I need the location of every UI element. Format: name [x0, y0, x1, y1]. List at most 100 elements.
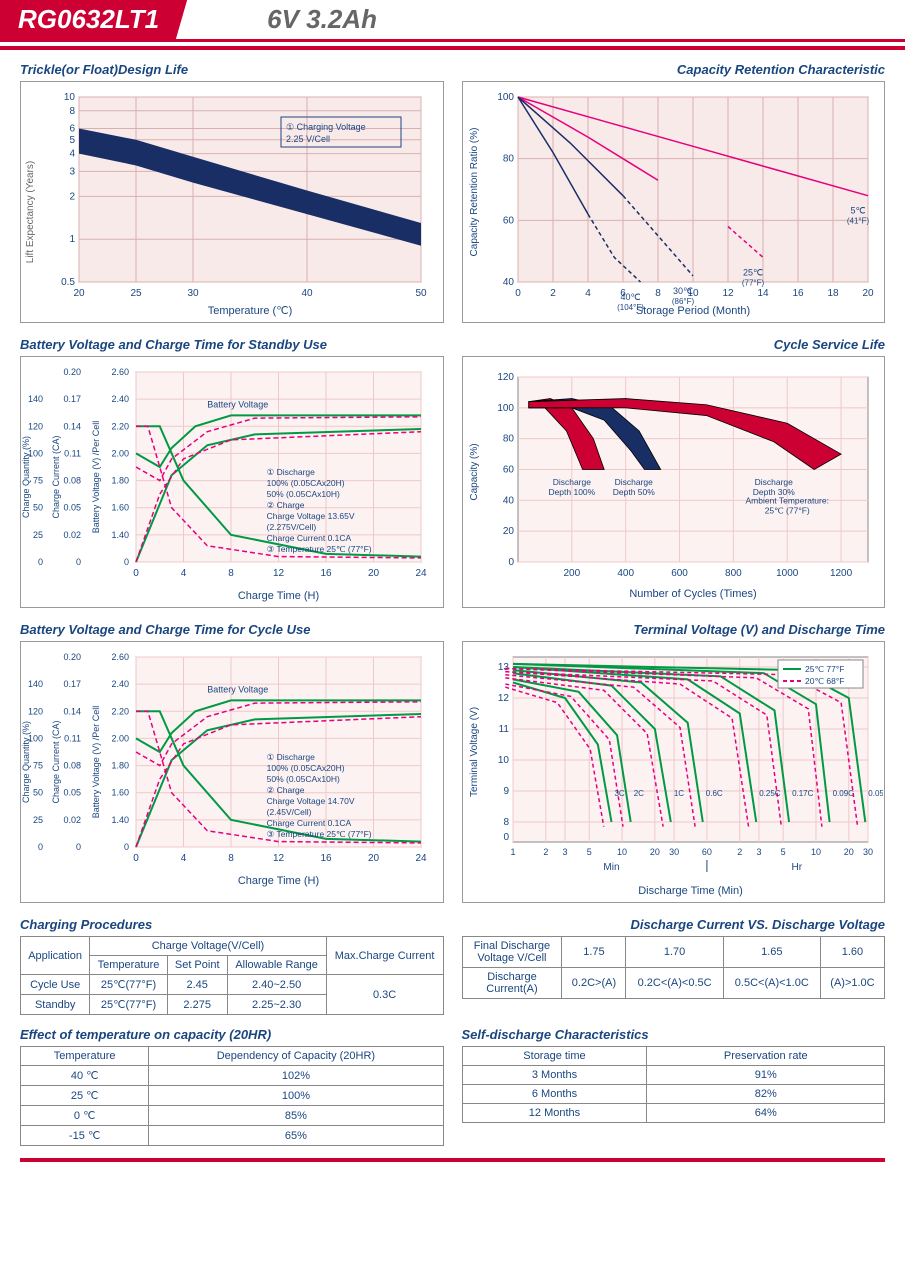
svg-text:50: 50	[415, 288, 427, 299]
svg-text:20: 20	[368, 853, 380, 864]
svg-text:2.60: 2.60	[111, 367, 129, 377]
svg-text:0.02: 0.02	[63, 815, 81, 825]
svg-text:1: 1	[69, 234, 75, 245]
svg-text:4: 4	[181, 568, 187, 579]
svg-text:0.09C: 0.09C	[832, 789, 854, 798]
svg-text:1.80: 1.80	[111, 761, 129, 771]
svg-text:20: 20	[843, 847, 853, 857]
cell: 0.2C>(A)	[562, 968, 626, 999]
svg-text:24: 24	[415, 853, 427, 864]
svg-text:9: 9	[503, 786, 509, 797]
svg-text:2: 2	[737, 847, 742, 857]
svg-text:0: 0	[76, 557, 81, 567]
svg-text:600: 600	[671, 568, 688, 579]
svg-text:30℃: 30℃	[672, 286, 692, 296]
tempcap-title: Effect of temperature on capacity (20HR)	[20, 1027, 444, 1042]
cell: -15 ℃	[21, 1126, 149, 1146]
svg-text:1.40: 1.40	[111, 815, 129, 825]
svg-text:5: 5	[586, 847, 591, 857]
svg-text:40℃: 40℃	[620, 292, 640, 302]
svg-text:25℃ 77°F: 25℃ 77°F	[805, 664, 844, 674]
svg-text:Battery Voltage: Battery Voltage	[207, 399, 268, 409]
svg-text:100% (0.05CAx20H): 100% (0.05CAx20H)	[267, 763, 345, 773]
svg-text:② Charge: ② Charge	[267, 785, 305, 795]
cell: 40 ℃	[21, 1066, 149, 1086]
cell: 0.2C<(A)<0.5C	[626, 968, 723, 999]
svg-text:40: 40	[301, 288, 313, 299]
svg-text:Discharge: Discharge	[754, 477, 793, 487]
cell: 65%	[149, 1126, 443, 1146]
cell: 3 Months	[462, 1066, 647, 1085]
svg-text:10: 10	[497, 755, 509, 766]
svg-text:0.02: 0.02	[63, 530, 81, 540]
svg-text:1.60: 1.60	[111, 503, 129, 513]
svg-text:3: 3	[756, 847, 761, 857]
trickle-chart: 0.51234568102025304050Lift Expectancy (Y…	[20, 81, 444, 323]
svg-text:0.17: 0.17	[63, 394, 81, 404]
svg-text:Temperature (℃): Temperature (℃)	[208, 305, 293, 317]
cell: 2.40~2.50	[227, 975, 326, 995]
svg-text:5: 5	[69, 135, 75, 146]
svg-text:2: 2	[543, 847, 548, 857]
svg-text:140: 140	[28, 679, 43, 689]
svg-text:1.60: 1.60	[111, 788, 129, 798]
svg-text:0: 0	[508, 557, 514, 568]
cell: 91%	[647, 1066, 885, 1085]
svg-text:0.6C: 0.6C	[705, 789, 722, 798]
svg-text:40: 40	[502, 277, 514, 288]
selfdis-title: Self-discharge Characteristics	[462, 1027, 886, 1042]
svg-text:2.00: 2.00	[111, 448, 129, 458]
terminal-title: Terminal Voltage (V) and Discharge Time	[462, 622, 886, 637]
svg-text:20: 20	[73, 288, 85, 299]
svg-text:50: 50	[33, 503, 43, 513]
svg-text:0.08: 0.08	[63, 761, 81, 771]
svg-text:4: 4	[585, 288, 591, 299]
svg-text:8: 8	[228, 568, 234, 579]
svg-text:50% (0.05CAx10H): 50% (0.05CAx10H)	[267, 489, 340, 499]
svg-text:2.60: 2.60	[111, 652, 129, 662]
svg-text:0.14: 0.14	[63, 706, 81, 716]
svg-text:0: 0	[133, 853, 139, 864]
cell: 82%	[647, 1085, 885, 1104]
charging-table: Application Charge Voltage(V/Cell) Max.C…	[20, 936, 444, 1015]
svg-text:12: 12	[273, 853, 285, 864]
svg-text:Charge Current (CA): Charge Current (CA)	[51, 435, 61, 518]
cell: 1.60	[820, 937, 884, 968]
svg-text:Discharge: Discharge	[614, 477, 653, 487]
svg-text:3: 3	[69, 166, 75, 177]
svg-text:Discharge: Discharge	[552, 477, 591, 487]
svg-text:100: 100	[497, 403, 514, 414]
svg-text:20: 20	[502, 526, 514, 537]
svg-text:14: 14	[757, 288, 769, 299]
svg-text:60: 60	[502, 465, 514, 476]
svg-text:2C: 2C	[633, 789, 643, 798]
cell: 1.75	[562, 937, 626, 968]
svg-text:25: 25	[130, 288, 142, 299]
th-set: Set Point	[167, 956, 227, 975]
cell: 100%	[149, 1086, 443, 1106]
svg-text:30: 30	[862, 847, 872, 857]
svg-text:100: 100	[497, 92, 514, 103]
svg-text:1000: 1000	[776, 568, 799, 579]
svg-text:1: 1	[510, 847, 515, 857]
cell: 25℃(77°F)	[90, 975, 168, 995]
cyclelife-chart: 02040608010012020040060080010001200Disch…	[462, 356, 886, 608]
svg-text:Charge Time (H): Charge Time (H)	[238, 875, 319, 887]
svg-text:(2.45V/Cell): (2.45V/Cell)	[267, 807, 312, 817]
th-temp: Temperature	[90, 956, 168, 975]
svg-text:30: 30	[669, 847, 679, 857]
cycle-chart: 04812162024025507510012014000.020.050.08…	[20, 641, 444, 903]
svg-text:8: 8	[69, 106, 75, 117]
cell: 102%	[149, 1066, 443, 1086]
svg-text:25℃: 25℃	[742, 267, 762, 277]
svg-text:(2.275V/Cell): (2.275V/Cell)	[267, 522, 317, 532]
svg-text:Charge Time (H): Charge Time (H)	[238, 590, 319, 602]
svg-text:Capacity (%): Capacity (%)	[469, 443, 480, 500]
trickle-title: Trickle(or Float)Design Life	[20, 62, 444, 77]
svg-text:0.11: 0.11	[64, 448, 81, 458]
charging-title: Charging Procedures	[20, 917, 444, 932]
svg-text:30: 30	[187, 288, 199, 299]
svg-text:80: 80	[502, 154, 514, 165]
svg-text:20℃ 68°F: 20℃ 68°F	[805, 676, 844, 686]
cycle-title: Battery Voltage and Charge Time for Cycl…	[20, 622, 444, 637]
